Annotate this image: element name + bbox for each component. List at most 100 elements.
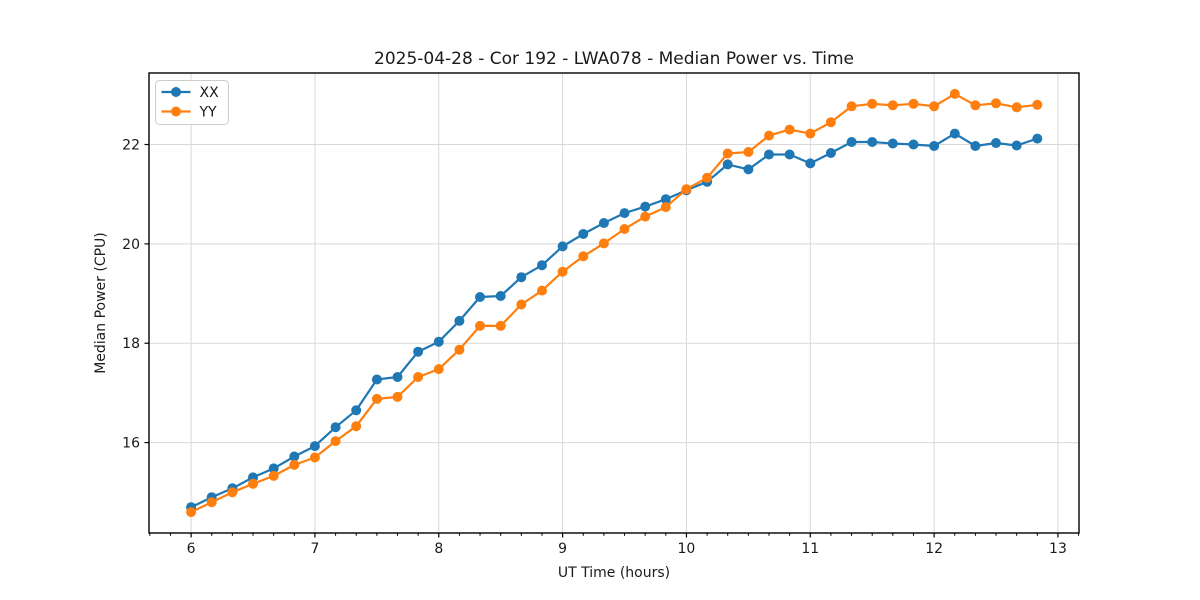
data-point-YY — [929, 101, 940, 112]
data-point-XX — [578, 229, 589, 239]
data-point-YY — [227, 487, 238, 498]
x-tick-label: 9 — [558, 541, 567, 557]
data-point-YY — [371, 393, 382, 404]
data-point-XX — [722, 159, 733, 170]
data-point-YY — [970, 100, 981, 111]
data-point-XX — [392, 372, 403, 382]
x-tick-label: 11 — [801, 541, 819, 557]
data-point-YY — [206, 497, 217, 508]
data-point-YY — [887, 100, 898, 111]
data-point-XX — [268, 463, 279, 474]
data-point-YY — [495, 320, 506, 331]
data-point-YY — [660, 202, 671, 213]
y-tick-label: 20 — [122, 237, 140, 253]
data-point-YY — [330, 436, 341, 447]
data-point-XX — [516, 272, 527, 283]
data-point-YY — [784, 124, 795, 135]
data-point-YY — [537, 285, 547, 296]
data-point-YY — [743, 147, 754, 157]
data-point-XX — [1032, 133, 1043, 144]
data-point-YY — [722, 148, 733, 159]
data-point-XX — [351, 405, 362, 416]
data-point-XX — [949, 128, 960, 139]
data-point-YY — [433, 364, 444, 375]
data-point-XX — [970, 141, 981, 151]
data-point-YY — [475, 320, 485, 331]
data-point-XX — [495, 291, 506, 301]
data-point-YY — [1032, 99, 1043, 110]
data-point-YY — [516, 299, 527, 310]
data-point-YY — [309, 452, 320, 463]
data-point-YY — [825, 117, 836, 128]
data-point-YY — [867, 98, 878, 109]
data-point-YY — [991, 98, 1001, 109]
data-point-XX — [764, 149, 774, 160]
data-point-XX — [640, 201, 651, 212]
data-point-XX — [805, 158, 816, 169]
y-tick-label: 22 — [122, 138, 140, 154]
legend-item-YY: YY — [161, 105, 218, 121]
data-point-XX — [619, 208, 630, 219]
y-tick-label: 16 — [122, 436, 140, 452]
data-point-YY — [454, 344, 465, 355]
data-point-YY — [908, 98, 919, 109]
data-point-XX — [908, 139, 919, 150]
data-point-XX — [598, 218, 609, 228]
data-point-XX — [557, 241, 568, 252]
data-point-YY — [640, 211, 651, 222]
legend-label: XX — [200, 85, 220, 101]
data-point-XX — [887, 138, 898, 149]
data-point-XX — [867, 137, 878, 147]
data-point-XX — [330, 422, 341, 433]
data-point-YY — [289, 459, 300, 470]
data-point-XX — [309, 441, 320, 452]
data-point-XX — [991, 138, 1001, 148]
legend-marker — [171, 106, 181, 117]
y-tick-label: 18 — [122, 336, 140, 352]
data-point-XX — [1011, 140, 1022, 151]
data-point-YY — [764, 130, 774, 141]
chart-title: 2025-04-28 - Cor 192 - LWA078 - Median P… — [374, 49, 854, 69]
data-point-XX — [537, 260, 547, 271]
data-point-XX — [454, 315, 465, 326]
data-point-YY — [557, 266, 568, 277]
data-point-YY — [702, 172, 713, 183]
grid — [149, 73, 1079, 533]
data-point-XX — [743, 164, 754, 175]
data-point-YY — [268, 470, 279, 481]
data-point-YY — [1011, 102, 1022, 113]
data-point-XX — [371, 374, 382, 385]
x-tick-label: 6 — [187, 541, 196, 557]
data-point-YY — [846, 101, 857, 112]
x-tick-label: 13 — [1049, 541, 1067, 557]
axes: 6 7 8 9 10 11 12 13 16 18 20 22 — [122, 72, 1080, 557]
data-point-XX — [929, 141, 940, 151]
data-point-XX — [475, 292, 485, 302]
data-point-YY — [413, 372, 424, 382]
data-point-XX — [660, 194, 671, 205]
plot-frame — [148, 72, 1080, 534]
series-XX — [186, 128, 1043, 513]
legend-label: YY — [199, 105, 218, 121]
x-tick-label: 7 — [310, 541, 319, 557]
y-axis-label: Median Power (CPU) — [93, 232, 109, 374]
data-point-YY — [392, 391, 403, 402]
series-layer — [186, 88, 1043, 518]
data-point-YY — [248, 478, 258, 489]
data-point-XX — [413, 346, 424, 357]
data-point-XX — [289, 451, 300, 462]
series-line-XX — [190, 132, 1039, 509]
data-point-YY — [619, 224, 630, 234]
data-point-XX — [825, 148, 836, 158]
series-YY — [186, 88, 1043, 518]
data-point-YY — [805, 128, 816, 139]
legend-marker — [171, 87, 181, 97]
data-point-XX — [433, 336, 444, 347]
data-point-YY — [949, 88, 960, 99]
legend-item-XX: XX — [161, 85, 220, 101]
data-point-XX — [784, 149, 795, 160]
data-point-YY — [578, 251, 589, 262]
x-tick-label: 8 — [434, 541, 443, 557]
x-tick-label: 12 — [925, 541, 943, 557]
